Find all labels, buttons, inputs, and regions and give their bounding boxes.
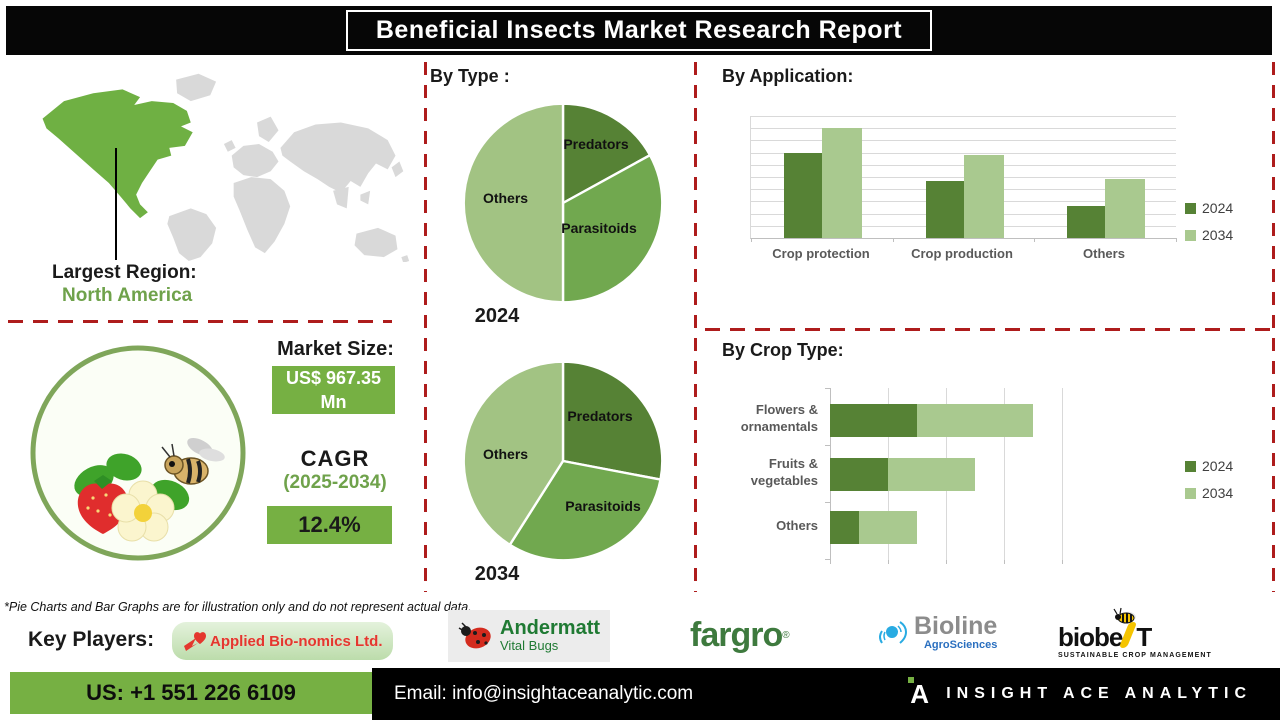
- logo-bioline: Bioline AgroSciences: [878, 614, 997, 652]
- pollination-illustration: [30, 345, 246, 561]
- market-size-badge: US$ 967.35 Mn: [272, 366, 395, 414]
- legend-label-crop-2024: 2024: [1202, 458, 1234, 474]
- fargro-registered-mark: ®: [782, 629, 790, 641]
- legend-label-2034: 2034: [1202, 227, 1234, 243]
- by-type-heading: By Type :: [430, 66, 510, 86]
- separator-mid-right: [694, 62, 697, 592]
- logo-andermatt: Andermatt Vital Bugs: [448, 610, 611, 662]
- pie-2034-label-parasitoids: Parasitoids: [565, 498, 641, 514]
- bioline-name: Bioline: [914, 612, 998, 640]
- largest-region-label: Largest Region:: [52, 262, 197, 283]
- application-legend-2024: 2024: [1185, 200, 1233, 216]
- andermatt-name: Andermatt: [500, 617, 601, 640]
- pie-2024-label-predators: Predators: [563, 136, 629, 152]
- footer-phone-badge: US: +1 551 226 6109: [10, 672, 372, 714]
- logo-fargro: fargro ®: [690, 618, 790, 652]
- pie-chart-2024: Predators Parasitoids Others: [458, 98, 668, 308]
- biobest-name-right: T: [1136, 622, 1152, 652]
- bioline-dot-icon: [879, 621, 907, 644]
- croptype-chart-plot: [825, 388, 1075, 564]
- biobest-swoosh: [1122, 624, 1136, 646]
- croptype-legend-2024: 2024: [1185, 458, 1233, 474]
- market-size-label: Market Size:: [277, 338, 394, 360]
- pie-2024-label-parasitoids: Parasitoids: [561, 220, 637, 236]
- disclaimer-note: *Pie Charts and Bar Graphs are for illus…: [4, 600, 472, 614]
- brand-letter: A: [910, 679, 929, 709]
- andermatt-subtitle: Vital Bugs: [500, 638, 559, 654]
- strawberry-icon: [77, 475, 129, 534]
- croptype-category-2: Fruits & vegetables: [750, 456, 818, 488]
- applied-bionomics-name: Applied Bio-nomics Ltd.: [210, 632, 383, 650]
- separator-mid-left: [424, 62, 427, 592]
- application-category-2: Crop production: [911, 246, 1013, 261]
- separator-right-edge: [1272, 62, 1275, 592]
- legend-label-crop-2034: 2034: [1202, 485, 1234, 501]
- pie-2034-year: 2034: [474, 563, 520, 585]
- croptype-legend-2034: 2034: [1185, 485, 1233, 501]
- pie-chart-2034: Predators Parasitoids Others: [458, 356, 668, 566]
- legend-swatch-2024: [1185, 202, 1196, 214]
- by-crop-type-heading: By Crop Type:: [722, 340, 844, 360]
- legend-swatch-crop-2024: [1185, 460, 1196, 472]
- cagr-period: (2025-2034): [283, 472, 387, 493]
- pie-2024-label-others: Others: [482, 190, 529, 206]
- separator-right: [705, 328, 1270, 331]
- brand-name: INSIGHT ACE ANALYTIC: [946, 685, 1252, 702]
- logo-biobest: biobe T SUSTAINABLE CROP MANAGEMENT: [1058, 606, 1212, 659]
- bee-icon: [161, 437, 225, 485]
- world-map: [42, 73, 410, 262]
- map-greenland: [176, 73, 217, 102]
- insight-ace-mark-icon: A: [908, 677, 932, 709]
- title-bar: Beneficial Insects Market Research Repor…: [6, 6, 1272, 55]
- heart-icon: [184, 632, 206, 651]
- ladybug-icon: [458, 622, 491, 649]
- bioline-subtitle: AgroSciences: [923, 639, 998, 651]
- biobest-subtitle: SUSTAINABLE CROP MANAGEMENT: [1058, 652, 1212, 659]
- map-north-america-highlight: [42, 89, 193, 219]
- cagr-label: CAGR: [300, 446, 370, 471]
- pie-2034-svg: [462, 360, 664, 562]
- application-category-3: Others: [1083, 246, 1125, 261]
- separator-left: [8, 320, 392, 323]
- biobest-name-left: biobe: [1058, 622, 1123, 652]
- logo-applied-bionomics: Applied Bio-nomics Ltd.: [172, 622, 393, 660]
- footer-phone: US: +1 551 226 6109: [86, 680, 296, 705]
- page-title: Beneficial Insects Market Research Repor…: [375, 16, 903, 44]
- cagr-value: 12.4%: [298, 512, 361, 537]
- brand-logo: A INSIGHT ACE ANALYTIC: [908, 677, 1252, 709]
- title-box: Beneficial Insects Market Research Repor…: [345, 10, 933, 51]
- application-chart-plot: [750, 116, 1177, 242]
- by-application-heading: By Application:: [722, 66, 854, 86]
- pie-2024-year: 2024: [474, 305, 520, 327]
- map-callout-line: [115, 148, 117, 260]
- legend-swatch-crop-2034: [1185, 487, 1196, 499]
- cagr-badge: 12.4%: [267, 506, 392, 544]
- pie-2034-label-others: Others: [482, 446, 529, 462]
- legend-swatch-2034: [1185, 229, 1196, 241]
- largest-region-value: North America: [62, 285, 193, 306]
- croptype-category-3: Others: [776, 518, 818, 533]
- footer-email: Email: info@insightaceanalytic.com: [394, 683, 694, 704]
- application-category-1: Crop protection: [772, 246, 870, 261]
- croptype-category-1: Flowers & ornamentals: [740, 402, 818, 434]
- pie-2034-label-predators: Predators: [567, 408, 633, 424]
- biobest-bee-icon: [1113, 607, 1136, 624]
- brand-dot: [908, 677, 915, 683]
- key-players-label: Key Players:: [28, 628, 155, 651]
- legend-label-2024: 2024: [1202, 200, 1234, 216]
- flower-icon: [111, 480, 175, 542]
- application-legend-2034: 2034: [1185, 227, 1233, 243]
- fargro-name: fargro: [690, 616, 783, 654]
- footer-bar: Email: info@insightaceanalytic.com A INS…: [372, 668, 1280, 720]
- market-size-value: US$ 967.35 Mn: [285, 367, 382, 412]
- pie-2024-svg: [462, 102, 664, 304]
